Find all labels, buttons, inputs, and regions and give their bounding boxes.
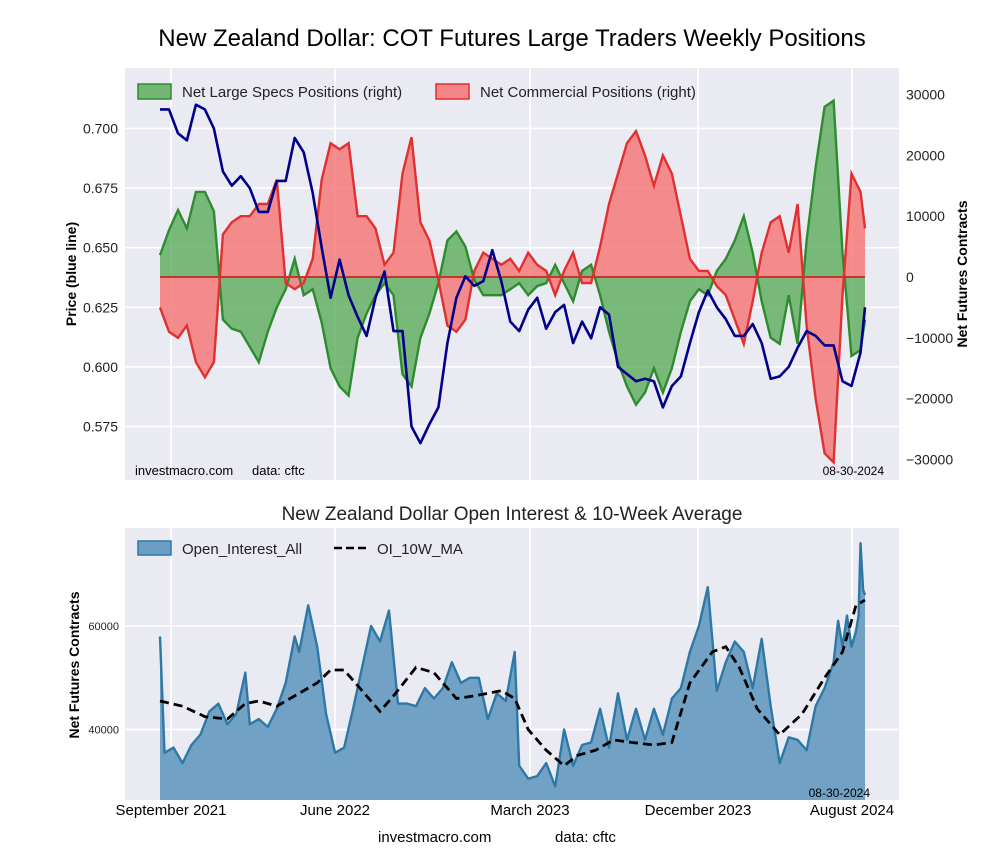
price-positions-panel: 0.575 0.600 0.625 0.650 0.675 0.700 −30000 −20…	[63, 68, 970, 480]
contracts-tick-label: 20000	[906, 147, 945, 163]
commercial-legend-swatch	[435, 83, 470, 100]
open-interest-area	[158, 542, 867, 800]
open-interest-legend-swatch	[137, 540, 172, 556]
contracts-tick-label: −30000	[906, 451, 953, 467]
price-axis-label: Price (blue line)	[63, 222, 79, 326]
positions-areas	[158, 98, 867, 466]
price-tick-label: 0.650	[83, 240, 118, 256]
price-axis-ticks: 0.575 0.600 0.625 0.650 0.675 0.700	[83, 121, 118, 435]
commercial-area	[160, 131, 865, 463]
bottom-panel-title: New Zealand Dollar Open Interest & 10-We…	[282, 504, 743, 525]
open-interest-axis-label: Net Futures Contracts	[66, 591, 82, 738]
top-date-stamp: 08-30-2024	[823, 464, 885, 478]
open-interest-edge	[158, 542, 867, 788]
open-interest-axis-ticks: 40000 60000	[88, 621, 119, 737]
specs-legend-swatch	[137, 83, 172, 100]
price-tick-label: 0.675	[83, 180, 118, 196]
contracts-tick-label: −10000	[906, 330, 953, 346]
top-watermark-site: investmacro.com	[135, 463, 233, 478]
moving-average-legend-label: OI_10W_MA	[377, 541, 463, 558]
date-tick-label: September 2021	[116, 802, 227, 819]
main-title: New Zealand Dollar: COT Futures Large Tr…	[158, 25, 865, 52]
specs-edge-line	[158, 98, 867, 408]
open-interest-panel: 40000 60000 Net Futures Contracts Open_In…	[66, 528, 899, 800]
price-tick-label: 0.600	[83, 359, 118, 375]
price-tick-label: 0.575	[83, 419, 118, 435]
date-tick-label: August 2024	[810, 802, 894, 819]
specs-area	[160, 100, 865, 405]
price-line	[160, 103, 867, 445]
contracts-tick-label: 0	[906, 269, 914, 285]
price-tick-label: 0.700	[83, 121, 118, 137]
open-interest-legend-label: Open_Interest_All	[182, 541, 302, 558]
commercial-legend-label: Net Commercial Positions (right)	[480, 84, 696, 101]
footer-data: data: cftc	[555, 829, 616, 846]
top-legend: Net Large Specs Positions (right) Net Co…	[137, 83, 696, 101]
contracts-tick-label: 30000	[906, 87, 945, 103]
open-interest-tick-label: 40000	[88, 725, 119, 737]
date-axis-ticks: September 2021 June 2022 March 2023 Decembe…	[116, 802, 895, 819]
contracts-tick-label: 10000	[906, 208, 945, 224]
date-tick-label: December 2023	[645, 802, 752, 819]
specs-legend-label: Net Large Specs Positions (right)	[182, 84, 402, 101]
contracts-tick-label: −20000	[906, 391, 953, 407]
date-tick-label: June 2022	[300, 802, 370, 819]
price-series-line	[160, 103, 867, 445]
bottom-date-stamp: 08-30-2024	[809, 786, 871, 800]
open-interest-tick-label: 60000	[88, 621, 119, 633]
date-tick-label: March 2023	[490, 802, 569, 819]
price-tick-label: 0.625	[83, 299, 118, 315]
open-interest-fill	[160, 543, 865, 800]
footer-site: investmacro.com	[378, 829, 491, 846]
bottom-legend: Open_Interest_All OI_10W_MA	[137, 540, 463, 558]
commercial-edge-line	[158, 128, 867, 466]
contracts-axis-label: Net Futures Contracts	[954, 200, 970, 347]
top-watermark-data: data: cftc	[252, 463, 305, 478]
contracts-axis-ticks: −30000 −20000 −10000 0 10000 20000 30000	[906, 87, 953, 468]
